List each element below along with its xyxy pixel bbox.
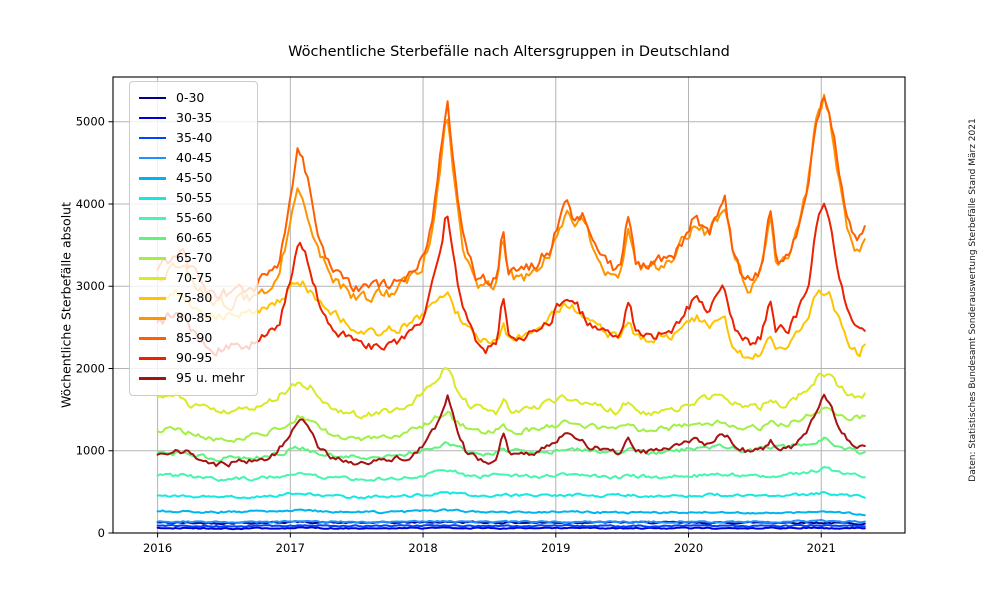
plot-border [112,76,906,534]
legend-label: 50-55 [176,190,213,205]
legend-item-0-30: 0-30 [139,88,245,108]
legend-color-line [139,116,166,120]
legend-item-90-95: 90-95 [139,349,245,369]
legend-item-30-35: 30-35 [139,108,245,128]
series-line-30-35 [156,526,866,531]
legend-color-line [139,96,166,100]
y-tick-label-1000: 1000 [76,444,105,458]
legend-label: 55-60 [176,210,213,226]
legend-label: 85-90 [176,330,213,346]
y-tick-label-2000: 2000 [76,361,105,375]
series-layer [156,93,866,531]
series-line-80-85 [156,93,866,312]
legend-label: 0-30 [176,89,205,105]
legend-color-line [139,377,166,380]
legend-color-line [139,317,166,320]
legend-color-line [139,217,166,220]
series-line-95-u.-mehr [156,393,866,468]
x-tick-label-2020: 2020 [674,541,703,555]
legend-item-70-75: 70-75 [139,268,245,288]
legend-color-line [139,156,166,160]
legend-item-50-55: 50-55 [139,188,245,208]
legend-item-35-40: 35-40 [139,128,245,148]
legend-color-line [139,337,166,340]
series-line-45-50 [156,508,866,517]
y-tick-label-4000: 4000 [76,197,105,211]
legend-label: 35-40 [176,129,213,145]
legend-color-line [139,257,166,260]
legend-label: 70-75 [176,270,213,286]
x-tick-label-2017: 2017 [276,541,305,555]
legend-label: 95 u. mehr [176,370,245,386]
legend-label: 90-95 [176,350,213,366]
series-line-85-90 [156,96,866,300]
legend-label: 30-35 [176,109,213,125]
legend-item-95-u.-mehr: 95 u. mehr [139,369,245,389]
x-tick-label-2021: 2021 [807,541,836,555]
legend-item-40-45: 40-45 [139,148,245,168]
legend-color-line [139,237,166,240]
legend-label: 80-85 [176,310,213,326]
legend-label: 40-45 [176,149,213,165]
legend-color-line [139,176,166,180]
y-tick-label-3000: 3000 [76,279,105,293]
y-axis-label: Wöchentliche Sterbefälle absolut [58,202,74,408]
legend-item-65-70: 65-70 [139,248,245,268]
legend: 0-30 30-35 35-40 40-45 45-50 50-55 55-60 60-65 6… [129,81,258,396]
x-tick-label-2016: 2016 [143,541,172,555]
legend-item-55-60: 55-60 [139,208,245,228]
legend-item-75-80: 75-80 [139,288,245,308]
series-line-50-55 [156,491,866,500]
legend-color-line [139,277,166,280]
legend-color-line [139,297,166,300]
legend-item-45-50: 45-50 [139,168,245,188]
legend-label: 45-50 [176,169,213,185]
series-line-35-40 [156,523,866,528]
chart-title: Wöchentliche Sterbefälle nach Altersgrup… [288,44,730,60]
series-line-40-45 [156,519,866,524]
legend-item-60-65: 60-65 [139,228,245,248]
legend-label: 65-70 [176,250,213,266]
legend-color-line [139,196,166,200]
y-tick-label-0: 0 [98,526,105,540]
legend-label: 60-65 [176,230,213,246]
x-tick-label-2019: 2019 [541,541,570,555]
legend-color-line [139,136,166,140]
legend-color-line [139,357,166,360]
series-line-90-95 [156,202,866,357]
series-line-55-60 [156,466,866,482]
legend-label: 75-80 [176,290,213,306]
series-line-65-70 [156,406,866,443]
y-tick-label-5000: 5000 [76,115,105,129]
x-tick-label-2018: 2018 [408,541,437,555]
series-line-70-75 [156,367,866,420]
axes-layer: 2016 2017 2018 2019 2020 2021 0 1000 2000 3000 400… [76,76,906,555]
legend-item-85-90: 85-90 [139,329,245,349]
data-source-note: Daten: Statistisches Bundesamt Sonderaus… [968,118,978,482]
legend-item-80-85: 80-85 [139,309,245,329]
